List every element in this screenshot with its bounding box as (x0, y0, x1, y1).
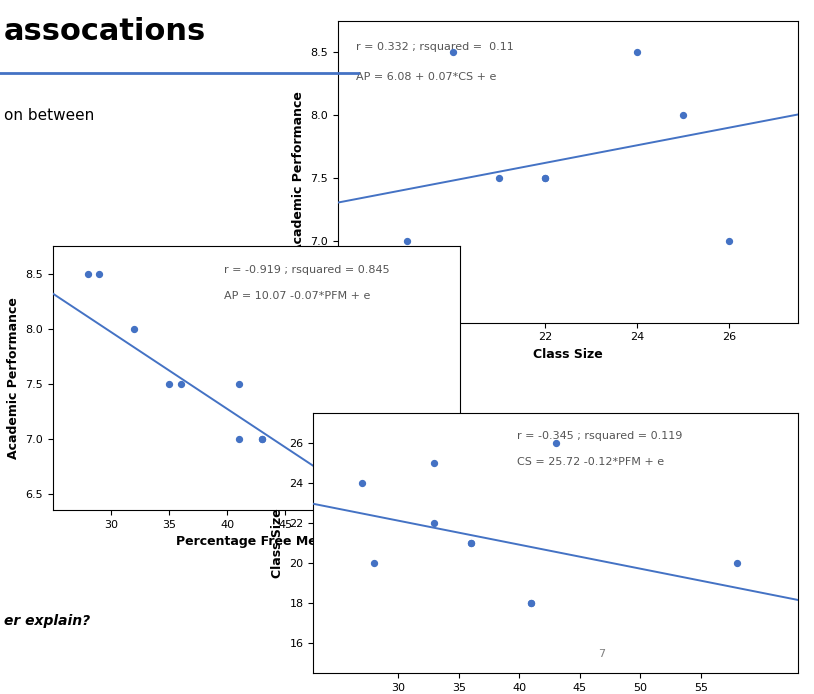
Point (464, 537, 477, 548)
Point (256, 433, 269, 444)
Point (731, 557, 744, 568)
Point (174, 378, 187, 389)
Point (400, 235, 414, 246)
Point (233, 378, 246, 389)
Y-axis label: Academic Performance: Academic Performance (291, 91, 304, 253)
Point (446, 46, 459, 58)
Text: r = -0.919 ; rsquared = 0.845: r = -0.919 ; rsquared = 0.845 (224, 265, 389, 275)
Point (163, 378, 176, 389)
Point (538, 173, 551, 184)
X-axis label: Percentage Free Meals: Percentage Free Meals (176, 535, 337, 548)
Point (464, 537, 477, 548)
Text: AP = 10.07 -0.07*PFM + e: AP = 10.07 -0.07*PFM + e (224, 291, 370, 301)
Y-axis label: Class Size: Class Size (271, 508, 284, 578)
Text: r = -0.345 ; rsquared = 0.119: r = -0.345 ; rsquared = 0.119 (517, 431, 682, 441)
Point (630, 46, 643, 58)
Point (367, 557, 380, 568)
Text: CS = 25.72 -0.12*PFM + e: CS = 25.72 -0.12*PFM + e (517, 457, 664, 467)
Point (233, 433, 246, 444)
Point (128, 323, 141, 335)
X-axis label: Class Size: Class Size (533, 348, 602, 361)
Text: 7: 7 (598, 649, 606, 659)
Text: r = 0.332 ; rsquared =  0.11: r = 0.332 ; rsquared = 0.11 (357, 42, 514, 52)
Point (676, 110, 689, 121)
Point (525, 598, 538, 609)
Point (256, 433, 269, 444)
Point (355, 477, 368, 489)
Point (428, 457, 441, 468)
Point (93, 269, 106, 280)
Text: er explain?: er explain? (4, 614, 90, 628)
Point (525, 598, 538, 609)
Point (722, 235, 735, 246)
Point (446, 298, 459, 310)
Text: AP = 6.08 + 0.07*CS + e: AP = 6.08 + 0.07*CS + e (357, 72, 497, 82)
Text: on between: on between (4, 108, 94, 123)
Y-axis label: Academic Performance: Academic Performance (7, 297, 20, 459)
Text: assocations: assocations (4, 17, 206, 46)
Point (538, 173, 551, 184)
Point (81, 269, 94, 280)
Point (418, 488, 431, 499)
Point (428, 518, 441, 529)
Point (549, 437, 562, 448)
Point (492, 173, 505, 184)
